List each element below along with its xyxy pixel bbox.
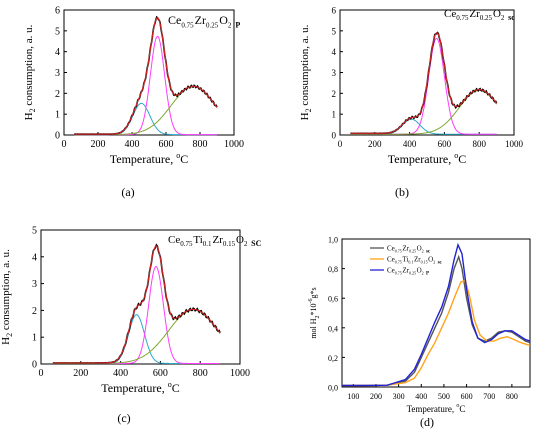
y-axis-label: H2 consumption, a. u. <box>299 24 313 120</box>
y-tick-label: 1 <box>332 110 337 120</box>
y-tick-label: 4 <box>332 47 337 57</box>
legend-entry-1: Ce0.75 Zr0.25 O2 sc <box>387 245 431 255</box>
x-axis-label: Temperature, oC <box>101 380 179 395</box>
panel-caption: (c) <box>117 411 130 425</box>
x-tick-label: 500 <box>438 392 450 401</box>
y-tick-label: 5 <box>332 26 337 36</box>
x-tick-label: 1000 <box>505 139 524 149</box>
x-tick-label: 200 <box>370 392 382 401</box>
y-tick-label: 2 <box>332 89 337 99</box>
x-tick-label: 700 <box>483 392 495 401</box>
panel-title: Ce0.75 Zr0.25 O2 P <box>168 13 240 29</box>
plot-frame <box>40 229 241 365</box>
y-tick-label: 0,0 <box>328 384 338 393</box>
y-tick-label: 0,6 <box>328 295 338 304</box>
y-tick-label: 2 <box>55 89 60 100</box>
y-tick-label: 3 <box>55 68 60 79</box>
panel-caption: (b) <box>395 185 409 199</box>
y-tick-label: 5 <box>32 226 37 237</box>
y-tick-label: 0,8 <box>328 265 338 274</box>
y-tick-label: 0,4 <box>328 324 338 333</box>
x-tick-label: 200 <box>73 368 88 379</box>
x-tick-label: 0 <box>338 139 343 149</box>
cumulative-fit-line <box>52 245 221 364</box>
x-tick-label: 800 <box>506 392 518 401</box>
y-axis-label: H2 consumption, a. u. <box>0 249 14 345</box>
x-tick-label: 600 <box>153 368 168 379</box>
peak-low-temperature-fit-line <box>350 118 497 135</box>
peak-high-temperature-fit-line <box>52 309 221 364</box>
experimental-curve <box>350 31 498 135</box>
x-tick-label: 200 <box>368 139 382 149</box>
y-tick-label: 1 <box>55 110 60 121</box>
x-tick-label: 0 <box>62 139 67 150</box>
x-tick-label: 200 <box>91 139 106 150</box>
chart-panel-b: 0 200 400 600 800 1000 0 1 2 3 4 5 6 Temperature, oC H… <box>299 6 524 200</box>
chart-panel-d: 100 200 300 400 500 600 700 800 0,0 0,2 0,4 0,6 0,8 1… <box>308 236 531 429</box>
y-tick-label: 3 <box>332 68 337 78</box>
x-axis-label: Temperature, oC <box>407 403 466 414</box>
panel-title: Ce0.75 Zr0.25 O2 sc <box>444 8 515 22</box>
panel-title: Ce0.75 Ti0.1 Zr0.15 O2 SC <box>168 234 262 248</box>
x-tick-label: 400 <box>125 139 140 150</box>
series-line-2 <box>342 279 531 387</box>
x-axis-label: Temperature, oC <box>388 151 466 166</box>
x-tick-label: 0 <box>39 368 44 379</box>
peak-main-fit-line <box>350 37 497 135</box>
y-tick-label: 1,0 <box>328 236 338 245</box>
x-tick-label: 600 <box>461 392 473 401</box>
x-tick-label: 600 <box>438 139 452 149</box>
x-tick-label: 800 <box>193 139 208 150</box>
panel-caption: (d) <box>420 415 434 429</box>
y-tick-label: 6 <box>55 6 60 17</box>
chart-panel-a: 0 200 400 600 800 1000 0 1 2 3 4 5 6 Temperature, oC H… <box>23 6 244 200</box>
plot-frame <box>339 9 515 136</box>
panel-caption: (a) <box>121 185 134 199</box>
y-axis-label: mol H2*10-6g*s <box>308 287 321 338</box>
y-tick-label: 6 <box>332 6 337 16</box>
x-tick-label: 800 <box>472 139 486 149</box>
cumulative-fit-line <box>74 17 218 135</box>
x-axis-label: Temperature, oC <box>110 151 188 166</box>
y-tick-label: 0 <box>332 131 337 141</box>
y-tick-label: 5 <box>55 26 60 37</box>
x-tick-label: 400 <box>415 392 427 401</box>
x-tick-label: 1000 <box>224 139 244 150</box>
legend-entry-2: Ce0.75 Ti0.1 Zr0.15 O2 sc <box>387 256 443 266</box>
x-tick-label: 400 <box>113 368 128 379</box>
experimental-curve <box>52 243 221 364</box>
y-tick-label: 3 <box>32 279 37 290</box>
x-tick-label: 800 <box>193 368 208 379</box>
y-tick-label: 1 <box>32 333 37 344</box>
y-tick-label: 0 <box>32 360 37 371</box>
y-tick-label: 4 <box>55 47 60 58</box>
legend-entry-3: Ce0.75 Zr0.25 O2 P <box>387 267 429 277</box>
y-tick-label: 4 <box>32 252 37 263</box>
plot-frame <box>341 238 531 388</box>
y-tick-label: 2 <box>32 306 37 317</box>
y-axis-label: H2 consumption, a. u. <box>23 24 37 120</box>
chart-panel-c: 0 200 400 600 800 1000 0 1 2 3 4 5 Temperature, oC H2… <box>0 226 262 426</box>
x-tick-label: 100 <box>347 392 359 401</box>
cumulative-fit-line <box>350 32 498 134</box>
peak-main-fit-line <box>74 35 217 136</box>
x-tick-label: 600 <box>159 139 174 150</box>
x-tick-label: 1000 <box>230 368 250 379</box>
y-tick-label: 0 <box>55 131 60 142</box>
series-line-3 <box>342 242 531 387</box>
peak-low-temperature-fit-line <box>52 314 221 364</box>
x-tick-label: 300 <box>393 392 405 401</box>
x-tick-label: 400 <box>403 139 417 149</box>
y-tick-label: 0,2 <box>328 354 338 363</box>
